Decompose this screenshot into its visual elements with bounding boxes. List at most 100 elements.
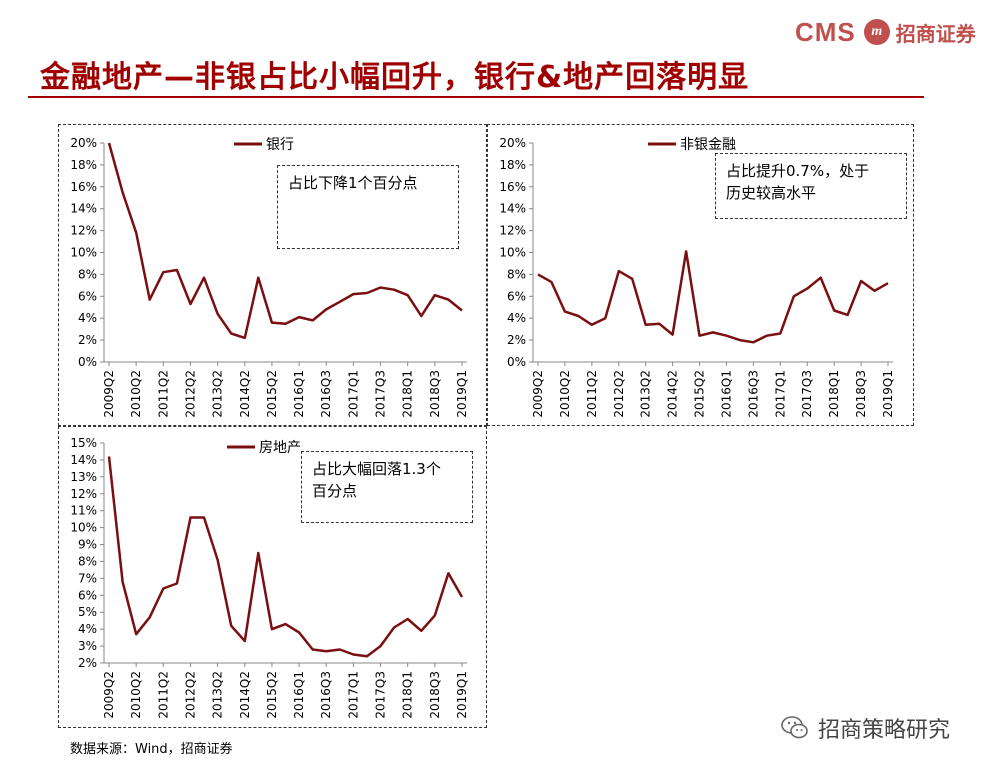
x-tick-label: 2014Q2 <box>666 370 680 418</box>
x-tick-label: 2014Q2 <box>238 671 252 719</box>
logo-cms-text: CMS <box>795 16 856 47</box>
x-tick-label: 2016Q3 <box>319 671 333 719</box>
x-tick-label: 2018Q1 <box>827 370 841 418</box>
x-tick-label: 2012Q2 <box>612 370 626 418</box>
x-tick-label: 2016Q1 <box>292 370 306 418</box>
x-tick-label: 2017Q3 <box>374 671 388 719</box>
x-tick-label: 2010Q2 <box>129 370 143 418</box>
x-tick-label: 2013Q2 <box>639 370 653 418</box>
x-tick-label: 2018Q3 <box>854 370 868 418</box>
y-tick-label: 16% <box>499 180 526 194</box>
annotation-bank: 占比下降1个百分点 <box>277 165 459 249</box>
x-tick-label: 2012Q2 <box>183 671 197 719</box>
legend-label: 银行 <box>266 137 294 153</box>
y-tick-label: 2% <box>78 656 97 670</box>
y-tick-label: 14% <box>499 202 526 216</box>
x-tick-label: 2018Q1 <box>401 671 415 719</box>
x-tick-label: 2011Q2 <box>156 370 170 418</box>
annotation-nonbank: 占比提升0.7%，处于 历史较高水平 <box>715 153 907 219</box>
y-tick-label: 0% <box>78 355 97 369</box>
y-tick-label: 14% <box>70 453 97 467</box>
y-tick-label: 7% <box>78 571 97 585</box>
x-tick-label: 2017Q3 <box>374 370 388 418</box>
y-tick-label: 5% <box>78 605 97 619</box>
annotation-realestate: 占比大幅回落1.3个 百分点 <box>301 451 473 523</box>
y-tick-label: 9% <box>78 538 97 552</box>
y-tick-label: 2% <box>78 333 97 347</box>
y-tick-label: 20% <box>70 136 97 150</box>
y-tick-label: 20% <box>499 136 526 150</box>
chart-bank: 0% 2% 4% 6% 8% 10% 12% 14% 16% 18% 20% 2009Q2 2010Q2… <box>70 136 469 418</box>
x-tick-label: 2018Q3 <box>428 370 442 418</box>
x-tick-label: 2019Q1 <box>455 671 469 719</box>
y-tick-label: 18% <box>499 158 526 172</box>
x-tick-label: 2015Q2 <box>693 370 707 418</box>
y-tick-label: 12% <box>70 224 97 238</box>
chart-panel-realestate: 2% 3% 4% 5% 6% 7% 8% 9% 10% 11% 12% 13% 14% 15% 2009Q2… <box>58 426 487 728</box>
x-tick-label: 2011Q2 <box>585 370 599 418</box>
x-tick-label: 2011Q2 <box>156 671 170 719</box>
y-tick-label: 4% <box>78 311 97 325</box>
x-tick-label: 2013Q2 <box>211 370 225 418</box>
y-tick-label: 8% <box>78 267 97 281</box>
x-tick-label: 2018Q3 <box>428 671 442 719</box>
x-tick-label: 2015Q2 <box>265 671 279 719</box>
y-tick-label: 4% <box>507 311 526 325</box>
x-tick-label: 2009Q2 <box>531 370 545 418</box>
y-tick-label: 10% <box>70 521 97 535</box>
y-tick-label: 6% <box>78 588 97 602</box>
y-tick-label: 6% <box>78 289 97 303</box>
y-tick-label: 4% <box>78 622 97 636</box>
y-tick-label: 6% <box>507 289 526 303</box>
x-tick-label: 2012Q2 <box>183 370 197 418</box>
wechat-account-name: 招商策略研究 <box>818 718 951 743</box>
y-tick-label: 8% <box>78 554 97 568</box>
y-tick-label: 16% <box>70 180 97 194</box>
y-tick-label: 15% <box>70 436 97 450</box>
y-tick-label: 10% <box>70 246 97 260</box>
logo-cn-text: 招商证券 <box>895 21 976 46</box>
x-tick-label: 2015Q2 <box>265 370 279 418</box>
y-tick-label: 12% <box>70 487 97 501</box>
y-tick-label: 12% <box>499 224 526 238</box>
x-tick-label: 2010Q2 <box>129 671 143 719</box>
x-tick-label: 2009Q2 <box>102 671 116 719</box>
x-tick-label: 2014Q2 <box>238 370 252 418</box>
title-divider <box>28 96 924 98</box>
series-line <box>537 250 889 344</box>
page-title: 金融地产—非银占比小幅回升，银行&地产回落明显 <box>40 60 750 95</box>
chart-nonbank: 0% 2% 4% 6% 8% 10% 12% 14% 16% 18% 20% 2009Q2 2010Q2… <box>499 136 895 418</box>
chart-panel-bank: 0% 2% 4% 6% 8% 10% 12% 14% 16% 18% 20% 2009Q2 2010Q2… <box>58 124 487 426</box>
x-tick-label: 2019Q1 <box>455 370 469 418</box>
x-tick-label: 2017Q3 <box>800 370 814 418</box>
legend-label: 非银金融 <box>680 137 736 153</box>
wechat-icon <box>781 716 808 739</box>
y-tick-label: 14% <box>70 202 97 216</box>
x-tick-label: 2010Q2 <box>558 370 572 418</box>
y-tick-label: 13% <box>70 470 97 484</box>
x-tick-label: 2016Q1 <box>719 370 733 418</box>
x-tick-label: 2016Q3 <box>319 370 333 418</box>
data-source: 数据来源：Wind，招商证券 <box>70 742 233 757</box>
y-tick-label: 18% <box>70 158 97 172</box>
x-tick-label: 2017Q1 <box>346 671 360 719</box>
x-tick-label: 2013Q2 <box>211 671 225 719</box>
x-tick-label: 2017Q1 <box>773 370 787 418</box>
y-tick-label: 3% <box>78 639 97 653</box>
x-tick-label: 2017Q1 <box>346 370 360 418</box>
wechat-account: 招商策略研究 <box>780 712 950 744</box>
x-tick-label: 2009Q2 <box>102 370 116 418</box>
chart-realestate: 2% 3% 4% 5% 6% 7% 8% 9% 10% 11% 12% 13% 14% 15% 2009Q2… <box>70 436 469 719</box>
x-tick-label: 2016Q1 <box>292 671 306 719</box>
logo-badge-icon: m <box>863 19 890 45</box>
y-tick-label: 0% <box>507 355 526 369</box>
y-tick-label: 2% <box>507 333 526 347</box>
y-tick-label: 8% <box>507 267 526 281</box>
chart-panel-nonbank: 0% 2% 4% 6% 8% 10% 12% 14% 16% 18% 20% 2009Q2 2010Q2… <box>487 124 914 426</box>
x-tick-label: 2016Q3 <box>746 370 760 418</box>
legend-label: 房地产 <box>259 440 301 456</box>
x-tick-label: 2019Q1 <box>881 370 895 418</box>
x-tick-label: 2018Q1 <box>401 370 415 418</box>
y-tick-label: 11% <box>70 504 97 518</box>
brand-logo: CMS m 招商证券 <box>795 16 976 48</box>
